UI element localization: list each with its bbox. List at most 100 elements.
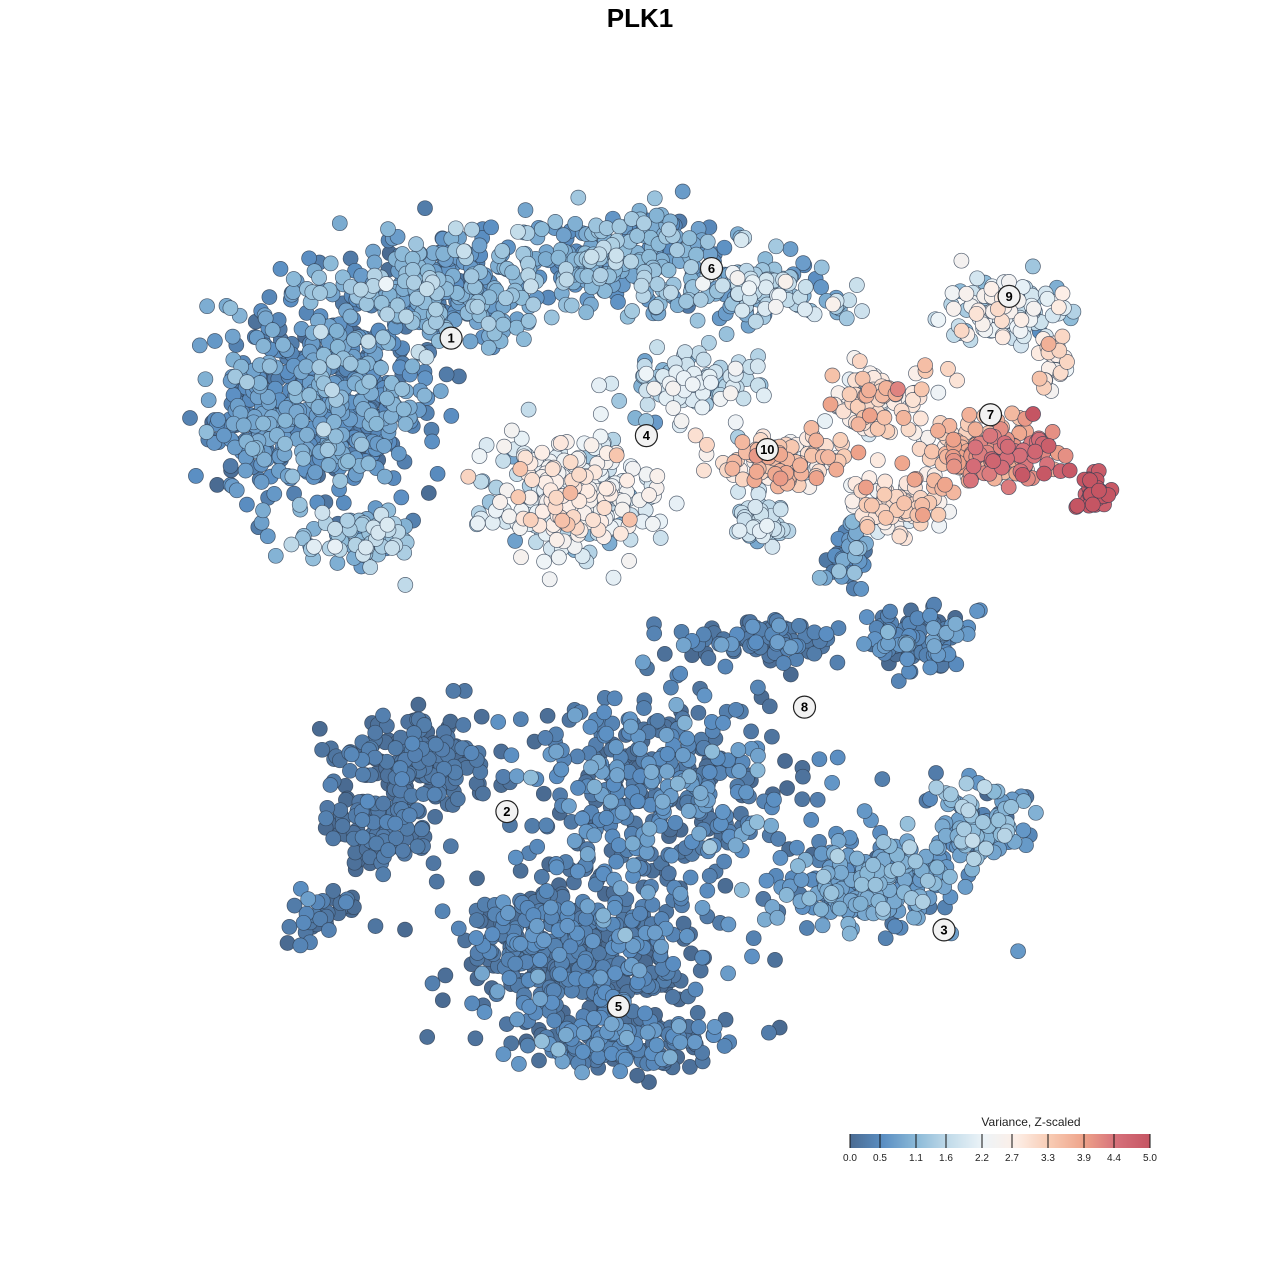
cell-point (222, 300, 239, 316)
cell-point (307, 464, 324, 481)
cell-point (793, 871, 810, 888)
cell-point (495, 316, 512, 333)
cell-point (876, 486, 893, 503)
cluster-number: 3 (940, 922, 947, 937)
cell-point (360, 333, 377, 350)
cell-point (1025, 406, 1041, 422)
cell-point (734, 302, 751, 319)
cell-point (449, 791, 466, 807)
cell-point (512, 862, 529, 879)
cell-point (605, 569, 622, 586)
cell-point (397, 416, 414, 432)
cell-point (578, 304, 595, 321)
cell-point (512, 711, 529, 728)
cell-point (748, 634, 764, 651)
cell-point (272, 261, 289, 277)
cell-point (663, 679, 679, 696)
cell-point (464, 221, 480, 238)
cell-point (523, 769, 539, 786)
cell-point (379, 516, 396, 533)
cell-point (894, 455, 911, 472)
cell-point (1028, 804, 1044, 821)
cell-point (928, 765, 944, 781)
cell-point (635, 654, 651, 671)
cell-point (901, 839, 918, 856)
cell-point (678, 293, 695, 310)
cell-point (284, 468, 301, 485)
cell-point (965, 458, 982, 475)
cell-point (469, 870, 485, 887)
cell-point (692, 785, 709, 801)
cell-point (291, 496, 308, 513)
cell-point (867, 877, 884, 893)
cell-point (598, 480, 614, 497)
cell-point (384, 540, 400, 556)
cell-point (463, 268, 480, 285)
cell-point (878, 509, 894, 526)
cell-point (467, 1030, 484, 1047)
cluster-label-7: 7 (978, 403, 1003, 427)
cell-point (598, 725, 615, 742)
cell-point (560, 900, 576, 917)
cell-point (621, 511, 638, 528)
cell-point (849, 850, 865, 867)
cell-point (434, 992, 451, 1009)
cell-point (801, 890, 818, 907)
cell-point (772, 501, 789, 518)
cell-point (522, 512, 539, 528)
cell-point (869, 452, 886, 469)
cell-point (367, 724, 384, 741)
cell-point (490, 714, 507, 730)
cell-point (495, 452, 512, 469)
cell-point (809, 791, 826, 808)
cell-point (512, 461, 529, 477)
cell-point (222, 458, 239, 474)
cell-point (815, 868, 832, 885)
cell-point (579, 846, 596, 863)
cell-point (728, 701, 744, 718)
cell-point (299, 426, 315, 443)
cell-point (191, 337, 208, 354)
cell-point (532, 952, 548, 968)
cell-point (397, 577, 414, 593)
cell-point (416, 717, 433, 733)
cell-point (524, 472, 540, 488)
cell-point (357, 539, 374, 556)
cluster-number: 10 (760, 442, 774, 457)
cell-point (946, 458, 962, 475)
cell-point (795, 255, 812, 271)
cell-point (877, 930, 894, 947)
cell-point (643, 764, 660, 780)
cluster-number: 2 (503, 804, 510, 819)
cell-point (520, 313, 537, 329)
cell-point (859, 519, 876, 535)
cell-point (779, 780, 795, 796)
cell-point (429, 465, 446, 482)
cell-point (450, 920, 467, 937)
cell-point (833, 864, 849, 881)
cell-point (957, 879, 974, 895)
cell-point (653, 938, 669, 955)
cluster-label-8: 8 (792, 695, 817, 719)
cell-point (295, 914, 312, 931)
cell-point (749, 762, 766, 779)
cell-point (277, 412, 294, 429)
cell-point (1054, 285, 1071, 302)
cell-point (379, 306, 396, 323)
cell-point (394, 381, 411, 397)
cell-point (994, 329, 1011, 346)
cell-point (647, 924, 663, 941)
cell-point (829, 848, 846, 865)
cell-point (863, 497, 880, 514)
cell-point (548, 859, 565, 876)
cell-point (679, 730, 695, 747)
cell-point (906, 471, 923, 488)
cell-point (327, 538, 343, 555)
cell-point (418, 349, 435, 366)
cell-point (899, 651, 916, 667)
cell-point (915, 507, 931, 523)
cell-point (443, 408, 460, 424)
cluster-label-6: 6 (699, 256, 724, 281)
cell-point (907, 853, 924, 870)
cell-point (854, 303, 870, 319)
